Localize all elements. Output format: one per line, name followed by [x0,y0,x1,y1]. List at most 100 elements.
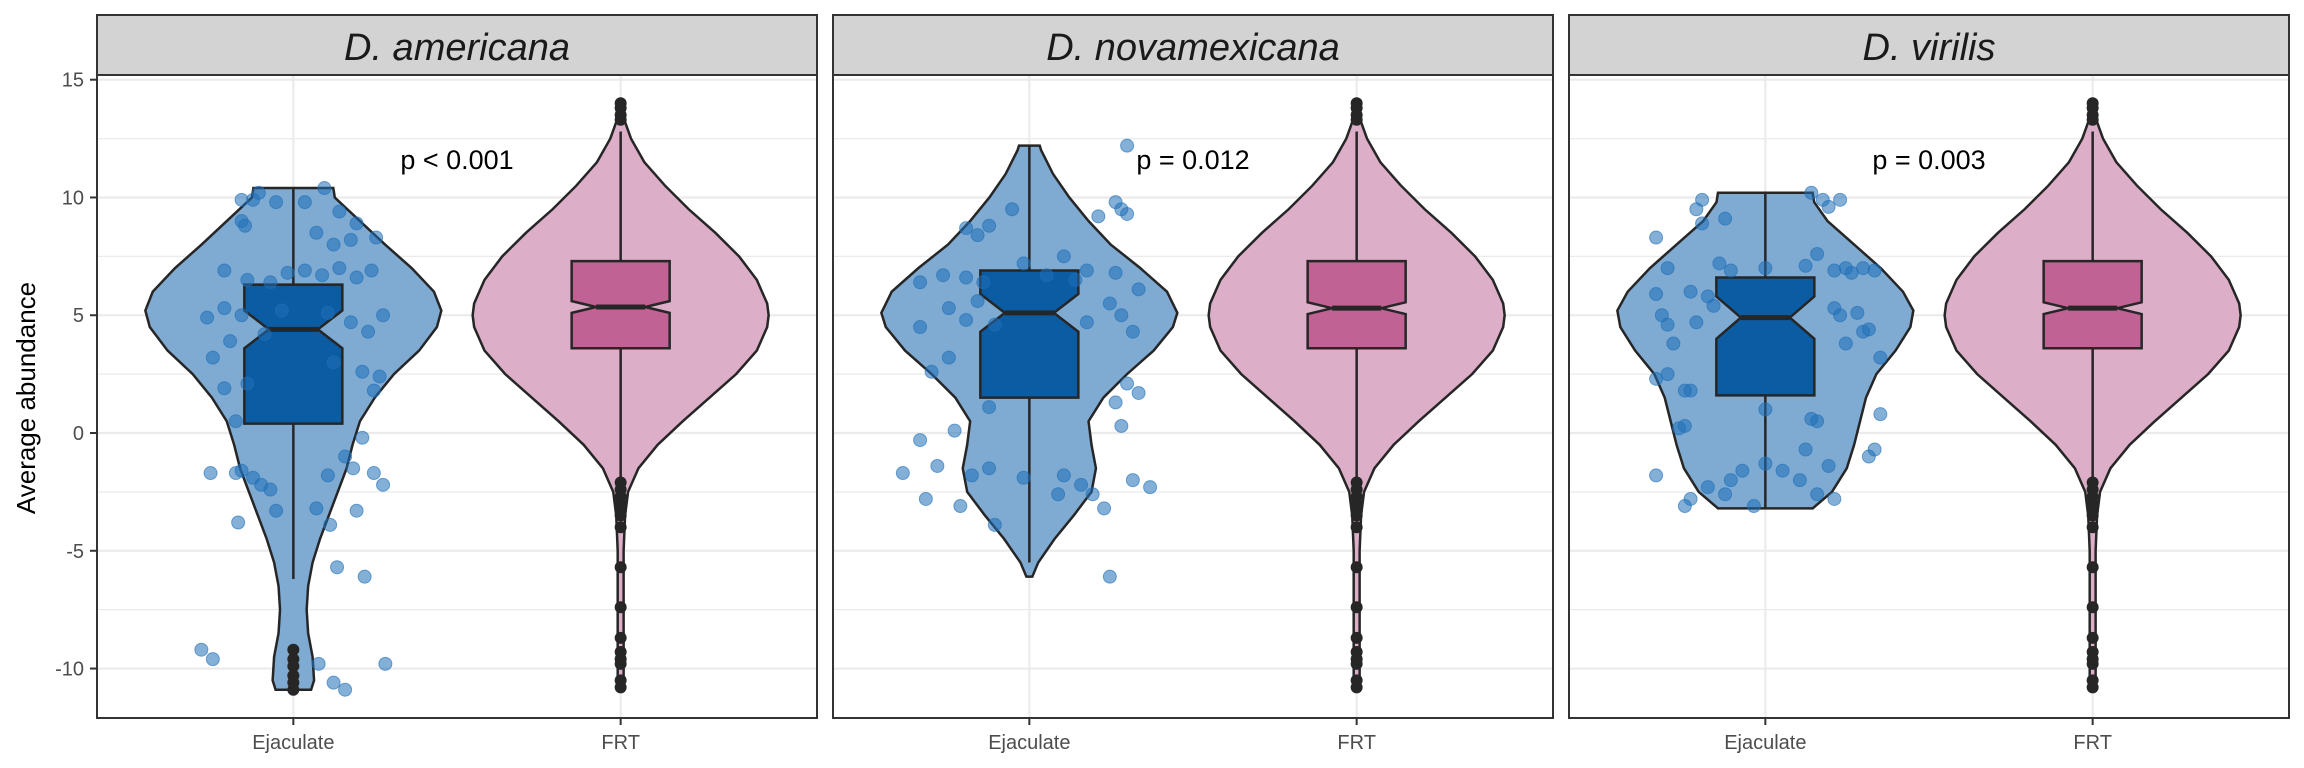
jitter-point [376,308,391,323]
jitter-point [378,656,393,671]
jitter-point [959,312,974,327]
outlier-point [2086,601,2099,614]
jitter-point [315,268,330,283]
jitter-point [1649,468,1664,483]
jitter-point [1758,456,1773,471]
jitter-point [228,414,243,429]
jitter-point [941,301,956,316]
x-tick-label: Ejaculate [1724,732,1806,754]
jitter-point [376,477,391,492]
y-tick-label: 10 [62,187,84,209]
outlier-point [287,643,300,656]
jitter-point [1120,206,1135,221]
jitter-point [947,423,962,438]
jitter-point [1131,385,1146,400]
outlier-point [287,683,300,696]
jitter-point [217,301,232,316]
jitter-point [964,468,979,483]
jitter-point [982,461,997,476]
jitter-point [1838,336,1853,351]
jitter-point [959,270,974,285]
jitter-point [913,275,928,290]
jitter-point [941,350,956,365]
jitter-point [1097,501,1112,516]
jitter-point [1861,449,1876,464]
jitter-point [372,369,387,384]
jitter-point [1114,308,1129,323]
jitter-point [913,433,928,448]
outlier-point [1350,561,1363,574]
outlier-point [2086,631,2099,644]
jitter-point [234,308,249,323]
outlier-point [614,631,627,644]
jitter-point [263,275,278,290]
jitter-point [263,482,278,497]
p-value-annotation: p = 0.003 [1872,145,1985,175]
jitter-point [1131,282,1146,297]
jitter-point [1125,324,1140,339]
jitter-point [361,324,376,339]
jitter-point [349,503,364,518]
jitter-point [936,268,951,283]
jitter-point [1102,569,1117,584]
group-ejaculate [1616,185,1915,514]
jitter-point [953,499,968,514]
group-ejaculate [144,181,443,697]
y-tick-label: -5 [66,541,84,563]
jitter-point [1792,473,1807,488]
jitter-point [355,364,370,379]
panel-1: p = 0.012 D. novamexicana Ejaculate FRT [832,14,1554,754]
outlier-point [2086,561,2099,574]
jitter-point [1810,247,1825,262]
x-tick-label: FRT [1337,732,1376,754]
jitter-point [320,468,335,483]
jitter-point [238,218,253,233]
jitter-point [1810,414,1825,429]
notched-box [2042,259,2143,350]
jitter-point [1718,211,1733,226]
jitter-point [976,275,991,290]
jitter-point [1120,376,1135,391]
jitter-point [924,364,939,379]
jitter-point [1079,315,1094,330]
jitter-point [1039,268,1054,283]
jitter-point [1758,402,1773,417]
jitter-point [1810,487,1825,502]
notched-box [979,269,1080,399]
jitter-point [959,221,974,236]
jitter-point [205,350,220,365]
jitter-point [357,569,372,584]
outlier-point [614,681,627,694]
jitter-point [203,466,218,481]
jitter-point [1873,350,1888,365]
outlier-point [614,113,627,126]
facet-strip [1568,14,2290,76]
jitter-point [1723,263,1738,278]
jitter-point [1827,263,1842,278]
jitter-point [1833,192,1848,207]
outlier-point [614,521,627,534]
jitter-point [369,230,384,245]
jitter-point [274,303,289,318]
jitter-point [1074,477,1089,492]
jitter-point [366,383,381,398]
outlier-point [614,601,627,614]
jitter-point [326,675,341,690]
jitter-point [1068,272,1083,287]
jitter-point [240,376,255,391]
jitter-point [1821,199,1836,214]
jitter-point [1666,336,1681,351]
p-value-annotation: p < 0.001 [400,145,513,175]
jitter-point [349,216,364,231]
jitter-point [297,195,312,210]
jitter-point [1689,315,1704,330]
facet-strip [96,14,818,76]
jitter-point [326,237,341,252]
notched-box [1715,276,1816,397]
outlier-point [287,660,300,673]
jitter-point [1108,265,1123,280]
jitter-point [217,263,232,278]
jitter-point [1672,421,1687,436]
jitter-point [223,334,238,349]
jitter-point [1850,305,1865,320]
